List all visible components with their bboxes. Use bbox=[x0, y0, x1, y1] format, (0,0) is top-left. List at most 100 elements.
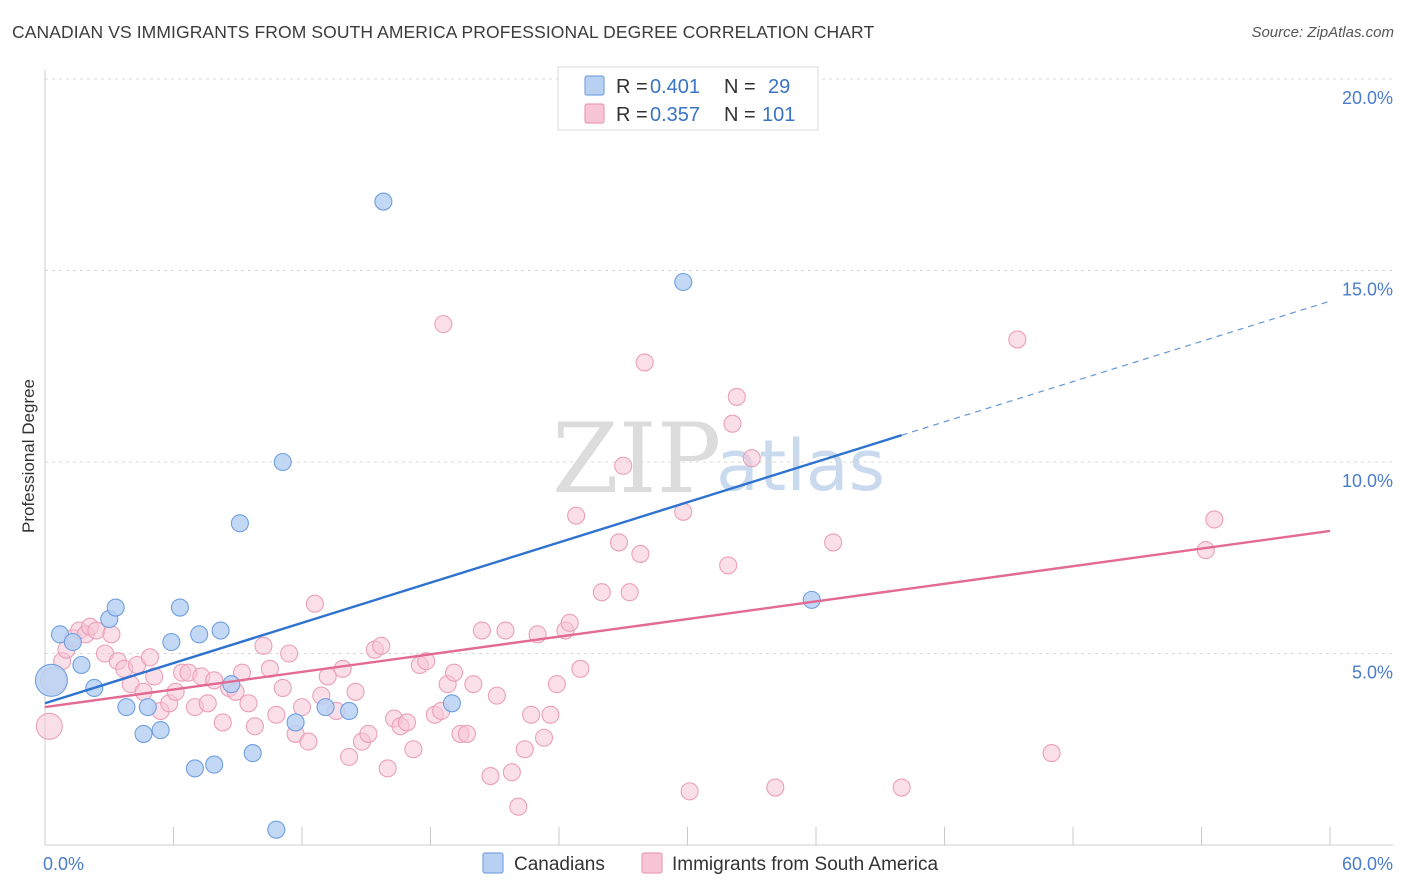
point-immigrants-31 bbox=[239, 694, 258, 713]
point-immigrants-88 bbox=[635, 353, 654, 372]
point-immigrants-66 bbox=[464, 675, 483, 694]
point-canadians-15 bbox=[205, 755, 224, 774]
legend-r-label-canadians: R = bbox=[616, 76, 648, 98]
series-legend: Canadians Immigrants from South America bbox=[482, 852, 939, 875]
point-canadians-24 bbox=[340, 701, 359, 721]
bottom-legend-swatch-canadians bbox=[482, 852, 504, 874]
point-immigrants-87 bbox=[631, 544, 650, 563]
point-immigrants-10 bbox=[102, 625, 121, 644]
legend-r-value-immigrants: 0.357 bbox=[650, 104, 700, 126]
legend-r-value-canadians: 0.401 bbox=[650, 76, 700, 98]
point-canadians-12 bbox=[170, 598, 189, 617]
y-axis-title: Professional Degree bbox=[19, 379, 38, 533]
point-immigrants-35 bbox=[267, 705, 286, 724]
point-immigrants-74 bbox=[522, 705, 541, 724]
point-immigrants-45 bbox=[333, 659, 352, 678]
regression-line-immigrants bbox=[44, 529, 1331, 709]
point-immigrants-46 bbox=[340, 747, 359, 766]
point-immigrants-96 bbox=[824, 533, 843, 552]
chart-title: CANADIAN VS IMMIGRANTS FROM SOUTH AMERIC… bbox=[12, 22, 875, 42]
point-immigrants-69 bbox=[487, 686, 506, 705]
point-canadians-26 bbox=[442, 694, 461, 713]
point-canadians-13 bbox=[185, 759, 204, 778]
legend-r-label-immigrants: R = bbox=[616, 104, 648, 126]
point-immigrants-67 bbox=[472, 621, 491, 640]
point-immigrants-63 bbox=[445, 663, 464, 682]
point-immigrants-82 bbox=[571, 659, 590, 678]
regression-lines bbox=[44, 300, 1331, 709]
point-immigrants-49 bbox=[359, 724, 378, 743]
point-immigrants-98 bbox=[1008, 330, 1027, 349]
point-immigrants-85 bbox=[614, 456, 633, 475]
point-immigrants-78 bbox=[547, 675, 566, 694]
point-immigrants-55 bbox=[397, 713, 416, 732]
point-immigrants-41 bbox=[305, 594, 324, 613]
x-ticks bbox=[173, 827, 1331, 845]
point-canadians-9 bbox=[138, 698, 157, 717]
y-tick-label-20: 20.0% bbox=[1342, 88, 1393, 108]
point-canadians-22 bbox=[286, 713, 305, 732]
point-immigrants-16 bbox=[140, 648, 159, 667]
legend-swatch-canadians bbox=[584, 75, 605, 96]
bottom-legend-swatch-immigrants bbox=[641, 852, 663, 874]
legend-n-label-immigrants: N = bbox=[724, 104, 756, 126]
point-immigrants-56 bbox=[404, 740, 423, 759]
point-immigrants-58 bbox=[417, 652, 436, 671]
regression-line-canadians bbox=[44, 434, 903, 705]
point-canadians-3 bbox=[72, 655, 91, 675]
point-immigrants-77 bbox=[541, 705, 560, 724]
point-immigrants-0 bbox=[35, 712, 63, 740]
point-canadians-16 bbox=[211, 621, 230, 640]
point-canadians-18 bbox=[230, 514, 249, 533]
watermark-zip: ZIP bbox=[552, 403, 721, 515]
point-immigrants-80 bbox=[560, 613, 579, 632]
point-immigrants-99 bbox=[1042, 744, 1061, 763]
watermark: ZIP atlas bbox=[552, 403, 885, 515]
point-immigrants-81 bbox=[567, 506, 586, 525]
regression-extension-canadians bbox=[901, 300, 1331, 436]
point-immigrants-20 bbox=[166, 682, 185, 701]
legend-n-label-canadians: N = bbox=[724, 76, 756, 98]
point-immigrants-76 bbox=[534, 728, 554, 747]
point-canadians-10 bbox=[151, 721, 170, 740]
source-credit: Source: ZipAtlas.com bbox=[1251, 24, 1394, 41]
y-tick-label-15: 15.0% bbox=[1342, 280, 1393, 300]
point-immigrants-97 bbox=[892, 778, 911, 797]
point-immigrants-84 bbox=[609, 533, 629, 552]
bottom-legend-label-canadians: Canadians bbox=[514, 854, 605, 875]
point-immigrants-72 bbox=[509, 797, 528, 816]
point-immigrants-47 bbox=[346, 682, 365, 701]
point-immigrants-65 bbox=[457, 724, 476, 743]
point-immigrants-101 bbox=[1205, 510, 1224, 529]
point-canadians-28 bbox=[802, 590, 821, 609]
point-immigrants-37 bbox=[280, 644, 299, 663]
point-immigrants-86 bbox=[620, 583, 639, 602]
point-immigrants-68 bbox=[481, 767, 500, 786]
point-immigrants-26 bbox=[205, 671, 224, 690]
point-immigrants-36 bbox=[273, 678, 292, 698]
point-immigrants-83 bbox=[592, 583, 611, 602]
point-canadians-25 bbox=[374, 192, 393, 211]
point-canadians-2 bbox=[63, 632, 82, 652]
point-immigrants-33 bbox=[254, 636, 273, 655]
y-tick-label-10: 10.0% bbox=[1342, 471, 1393, 491]
point-immigrants-100 bbox=[1196, 541, 1215, 560]
point-immigrants-71 bbox=[502, 763, 521, 782]
point-canadians-21 bbox=[273, 452, 292, 472]
point-immigrants-52 bbox=[378, 759, 397, 778]
point-canadians-20 bbox=[267, 820, 286, 839]
point-canadians-14 bbox=[190, 625, 209, 644]
point-canadians-0 bbox=[34, 663, 68, 697]
point-immigrants-92 bbox=[723, 414, 742, 433]
point-immigrants-73 bbox=[515, 740, 534, 759]
point-immigrants-93 bbox=[727, 387, 746, 406]
legend-n-value-canadians: 29 bbox=[768, 76, 790, 98]
point-canadians-11 bbox=[162, 632, 181, 652]
point-immigrants-61 bbox=[434, 315, 453, 334]
gridlines bbox=[45, 78, 1393, 654]
legend-swatch-immigrants bbox=[584, 103, 605, 124]
point-immigrants-90 bbox=[680, 782, 699, 801]
point-immigrants-43 bbox=[318, 667, 337, 686]
y-tick-labels: 5.0% 10.0% 15.0% 20.0% bbox=[1342, 88, 1393, 683]
